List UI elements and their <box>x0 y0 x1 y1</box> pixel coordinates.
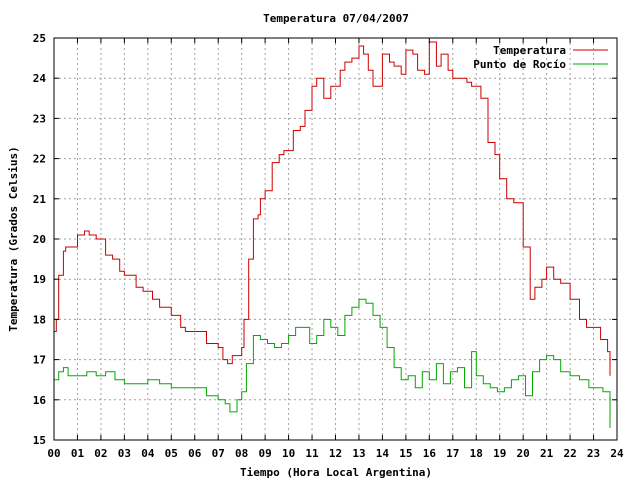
series-line-temperatura <box>54 41 611 376</box>
x-tick-label: 21 <box>540 447 554 460</box>
y-tick-label: 16 <box>33 394 47 407</box>
x-tick-label: 09 <box>259 447 272 460</box>
x-tick-label: 23 <box>587 447 600 460</box>
x-tick-label: 20 <box>517 447 530 460</box>
x-tick-label: 01 <box>71 447 85 460</box>
y-tick-label: 20 <box>33 233 46 246</box>
series-layer <box>54 41 611 428</box>
x-tick-label: 05 <box>165 447 178 460</box>
y-tick-label: 22 <box>33 153 46 166</box>
grid <box>54 38 617 440</box>
y-tick-label: 18 <box>33 313 46 326</box>
legend-label: Temperatura <box>493 44 566 57</box>
x-tick-label: 14 <box>376 447 390 460</box>
x-tick-label: 22 <box>563 447 576 460</box>
y-tick-label: 19 <box>33 273 46 286</box>
x-tick-label: 00 <box>47 447 60 460</box>
x-tick-label: 10 <box>282 447 295 460</box>
y-axis-label: Temperatura (Grados Celsius) <box>7 146 20 331</box>
y-tick-label: 17 <box>33 354 46 367</box>
x-tick-label: 16 <box>423 447 437 460</box>
x-tick-label: 15 <box>399 447 412 460</box>
x-tick-label: 24 <box>610 447 624 460</box>
x-tick-label: 02 <box>94 447 107 460</box>
x-tick-label: 12 <box>329 447 342 460</box>
ticks: 15 16 17 18 19 20 21 22 23 24 25 00 01 02 03 04 05 06 07 08… <box>33 32 624 460</box>
x-tick-label: 11 <box>305 447 319 460</box>
y-tick-label: 15 <box>33 434 46 447</box>
x-tick-label: 19 <box>493 447 506 460</box>
x-tick-label: 17 <box>446 447 459 460</box>
series-line-punto-de-rocio <box>54 298 611 428</box>
x-tick-label: 18 <box>470 447 483 460</box>
y-tick-label: 21 <box>33 193 47 206</box>
x-tick-label: 13 <box>352 447 365 460</box>
legend-label: Punto de Rocío <box>473 58 566 71</box>
x-tick-label: 07 <box>212 447 225 460</box>
x-tick-label: 08 <box>235 447 248 460</box>
x-tick-label: 06 <box>188 447 202 460</box>
x-tick-label: 04 <box>141 447 155 460</box>
y-tick-label: 24 <box>33 72 47 85</box>
y-tick-label: 23 <box>33 112 46 125</box>
chart-title: Temperatura 07/04/2007 <box>263 12 409 25</box>
x-tick-label: 03 <box>118 447 131 460</box>
y-tick-label: 25 <box>33 32 46 45</box>
x-axis-label: Tiempo (Hora Local Argentina) <box>240 466 432 479</box>
